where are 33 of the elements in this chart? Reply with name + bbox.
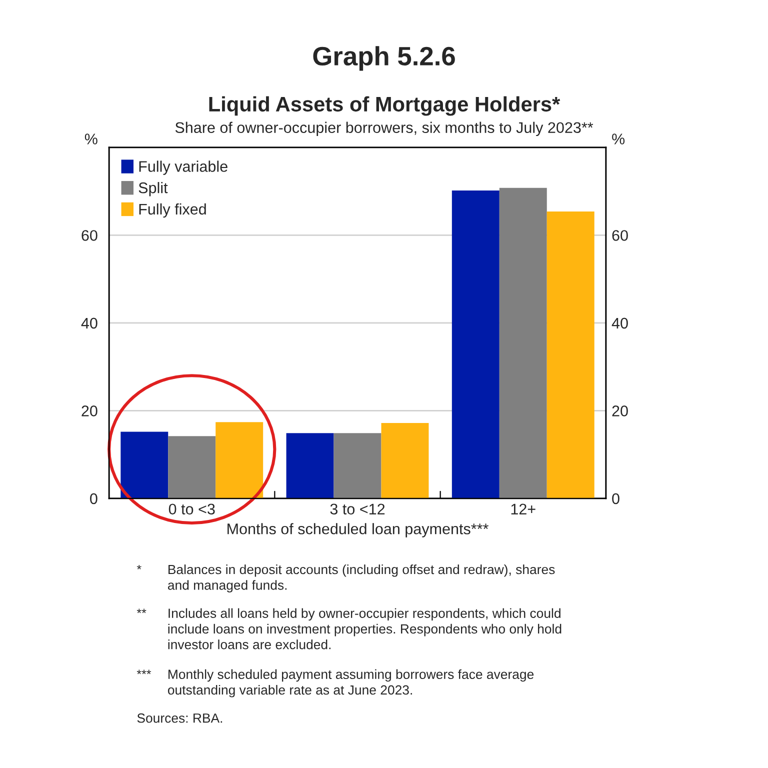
bar — [286, 433, 334, 498]
text: ** Includes all loans held by owner-occupier respondents, which could include loans on investment properties. Respondents who only hold investor loans are excluded. — [136, 608, 562, 650]
source-note: Sources: RBA. — [137, 713, 222, 723]
x-axis-title: Months of scheduled loan payments*** — [228, 523, 488, 538]
y2-tick-label: 60 — [612, 230, 628, 241]
bar — [452, 190, 500, 498]
y2-tick-label: 20 — [612, 406, 628, 416]
bar — [216, 422, 264, 498]
y-tick-label: 20 — [82, 406, 98, 416]
y2-tick-label: 0 — [612, 493, 620, 504]
y2-tick-label: % — [612, 134, 625, 144]
legend-label: Fully variable — [139, 160, 228, 175]
bar — [546, 212, 594, 498]
caption: Graph 5.2.6 — [313, 46, 455, 71]
bar — [120, 432, 168, 498]
x-tick-label: 12+ — [511, 504, 536, 514]
text: *** Monthly scheduled payment assuming borrowers face average outstanding variable rate as at June 2023. — [136, 669, 534, 698]
bar — [381, 422, 429, 498]
x-tick-label: 3 to <12 — [330, 504, 385, 515]
y-tick-label: 40 — [81, 318, 98, 329]
bar — [168, 436, 216, 498]
legend-label: Fully fixed — [139, 203, 206, 218]
y-tick-label: % — [84, 134, 98, 144]
bar — [334, 433, 382, 498]
bar — [499, 188, 547, 498]
y-tick-label: 0 — [90, 493, 98, 504]
y2-tick-label: 40 — [612, 318, 628, 329]
legend-label: Split — [138, 182, 168, 196]
x-tick-label: 0 to <3 — [168, 504, 215, 515]
chart-title: Liquid Assets of Mortgage Holders* — [209, 96, 560, 116]
y-tick-label: 60 — [82, 230, 98, 241]
text: * Balances in deposit accounts (including offset and redraw), shares and managed funds. — [136, 564, 555, 592]
chart-subtitle: Share of owner-occupier borrowers, six months to July 2023** — [175, 122, 594, 136]
